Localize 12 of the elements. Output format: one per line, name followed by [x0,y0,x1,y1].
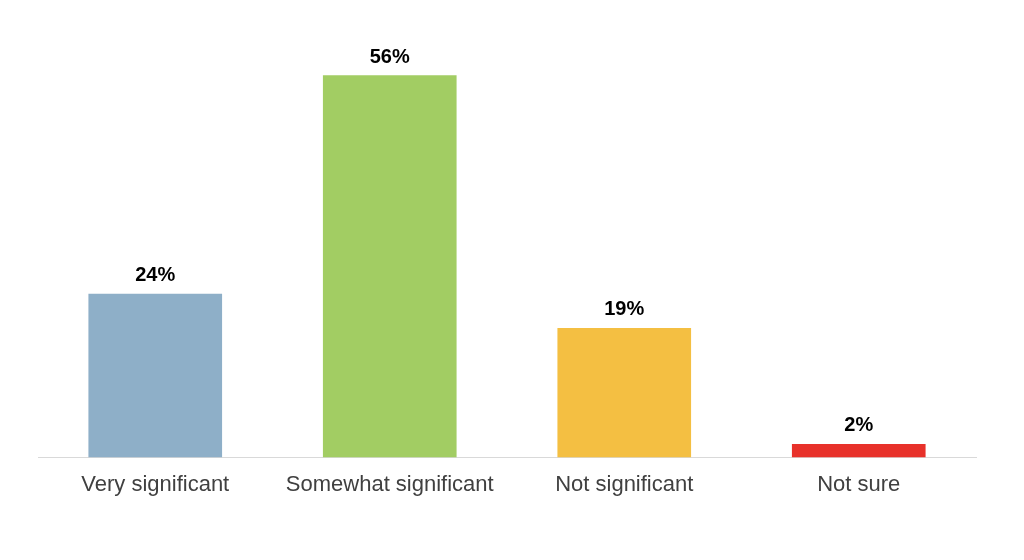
data-label: 19% [604,297,645,320]
data-label: 56% [369,44,410,67]
bar [791,443,926,458]
x-tick-label: Very significant [81,470,230,496]
data-label: 24% [135,263,176,286]
x-tick-label: Somewhat significant [285,470,494,496]
bar [557,327,692,458]
bar [88,293,223,458]
x-tick-label: Not significant [555,470,694,496]
data-label: 2% [844,413,874,436]
x-tick-label: Not sure [817,470,901,496]
bar [322,75,457,458]
